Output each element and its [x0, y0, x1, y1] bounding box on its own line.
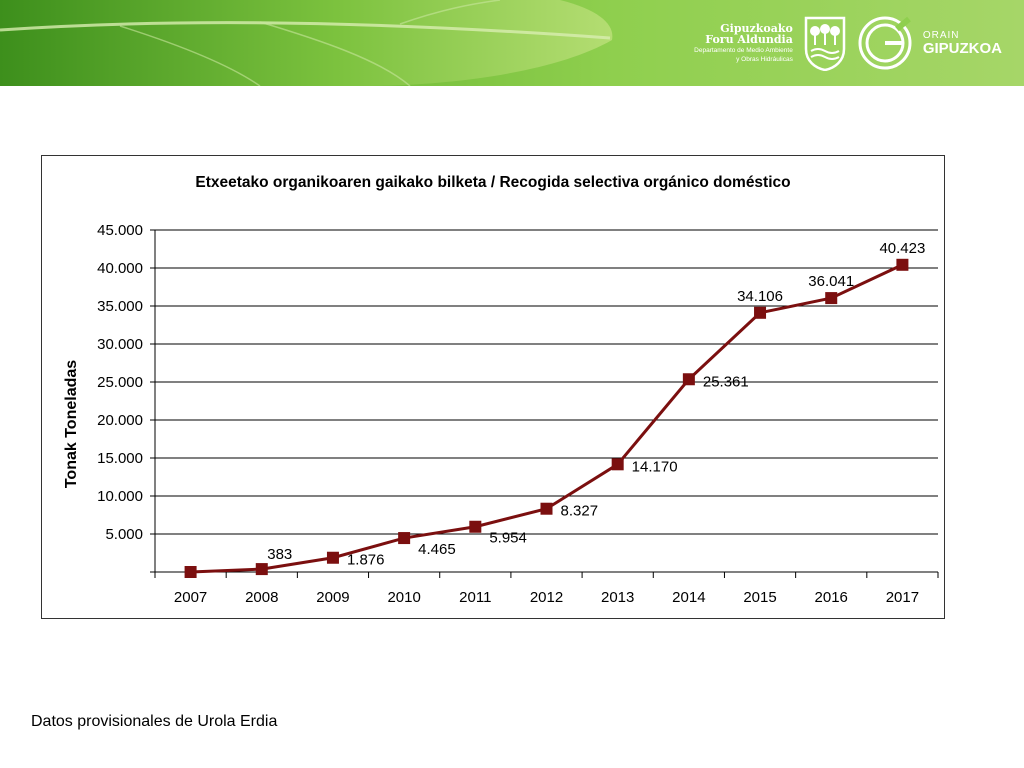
dept-name-line1: Departamento de Medio Ambiente — [694, 46, 793, 54]
y-tick-label: 35.000 — [97, 298, 143, 315]
x-tick-label: 2009 — [316, 589, 349, 606]
x-tick-label: 2016 — [815, 589, 848, 606]
gridlines — [155, 229, 938, 535]
x-tick-label: 2007 — [174, 589, 207, 606]
department-text: Gipuzkoako Foru Aldundia Departamento de… — [694, 23, 793, 64]
y-tick-label: 45.000 — [97, 222, 143, 239]
x-tick-labels: 2007 2008 2009 2010 2011 2012 2013 2014 2015 2016… — [174, 589, 919, 606]
data-point — [398, 532, 411, 545]
chart-container: Etxeetako organikoaren gaikako bilketa /… — [41, 155, 945, 619]
data-label: 36.041 — [808, 273, 854, 290]
data-label: 383 — [267, 546, 292, 563]
header-banner: Gipuzkoako Foru Aldundia Departamento de… — [0, 0, 1024, 86]
data-label: 4.465 — [418, 541, 456, 558]
data-label: 5.954 — [489, 530, 527, 547]
data-point — [682, 373, 695, 386]
x-tick-label: 2013 — [601, 589, 634, 606]
brand-area: Gipuzkoako Foru Aldundia Departamento de… — [694, 12, 1002, 74]
x-tick-label: 2011 — [459, 589, 491, 606]
line-chart: Etxeetako organikoaren gaikako bilketa /… — [63, 174, 939, 606]
y-tick-label: 10.000 — [97, 488, 143, 505]
data-point — [469, 520, 482, 533]
data-point — [540, 502, 553, 515]
x-tick-label: 2014 — [672, 589, 705, 606]
series-line — [190, 263, 904, 574]
axes — [150, 229, 939, 578]
orain-label: ORAIN — [922, 29, 960, 41]
org-name-line2: Foru Aldundia — [705, 33, 793, 47]
data-point — [825, 292, 838, 305]
dept-name-line2: y Obras Hidráulicas — [736, 55, 793, 63]
y-tick-label: 25.000 — [97, 374, 143, 391]
data-label: 8.327 — [561, 503, 599, 520]
y-tick-label: 5.000 — [105, 526, 143, 543]
leaf-image — [0, 0, 613, 86]
y-tick-label: 40.000 — [97, 260, 143, 277]
coat-of-arms-icon — [804, 16, 846, 71]
data-point — [896, 258, 909, 271]
data-label: 1.876 — [347, 552, 385, 569]
data-point — [184, 566, 197, 578]
x-tick-label: 2015 — [743, 589, 776, 606]
series — [184, 258, 909, 578]
x-tick-label: 2010 — [387, 589, 420, 606]
data-point — [754, 306, 767, 319]
data-label: 14.170 — [632, 458, 678, 475]
x-tick-label: 2012 — [530, 589, 563, 606]
orain-gipuzkoa-text: ORAIN GIPUZKOA — [922, 29, 1002, 57]
y-axis-title: Tonak Toneladas — [63, 360, 80, 488]
x-tick-label: 2008 — [245, 589, 278, 606]
data-point — [611, 458, 624, 471]
footnote: Datos provisionales de Urola Erdia — [31, 713, 278, 730]
y-tick-labels: 5.000 10.000 15.000 20.000 25.000 30.000 35.00… — [97, 222, 143, 543]
data-point — [326, 551, 339, 564]
data-labels: 383 1.876 4.465 5.954 8.327 14.170 25.361 34.10… — [267, 240, 925, 569]
org-name-line1: Gipuzkoako — [720, 21, 793, 35]
y-tick-label: 30.000 — [97, 336, 143, 353]
chart-title: Etxeetako organikoaren gaikako bilketa /… — [195, 174, 790, 191]
data-label: 34.106 — [737, 288, 783, 305]
orain-g-logo-icon — [858, 16, 912, 70]
gipuzkoa-label: GIPUZKOA — [922, 39, 1002, 57]
x-tick-label: 2017 — [886, 589, 919, 606]
y-tick-label: 20.000 — [97, 412, 143, 429]
data-point — [255, 563, 268, 576]
data-label: 25.361 — [703, 373, 749, 390]
y-tick-label: 15.000 — [97, 450, 143, 467]
data-label: 40.423 — [879, 240, 925, 257]
